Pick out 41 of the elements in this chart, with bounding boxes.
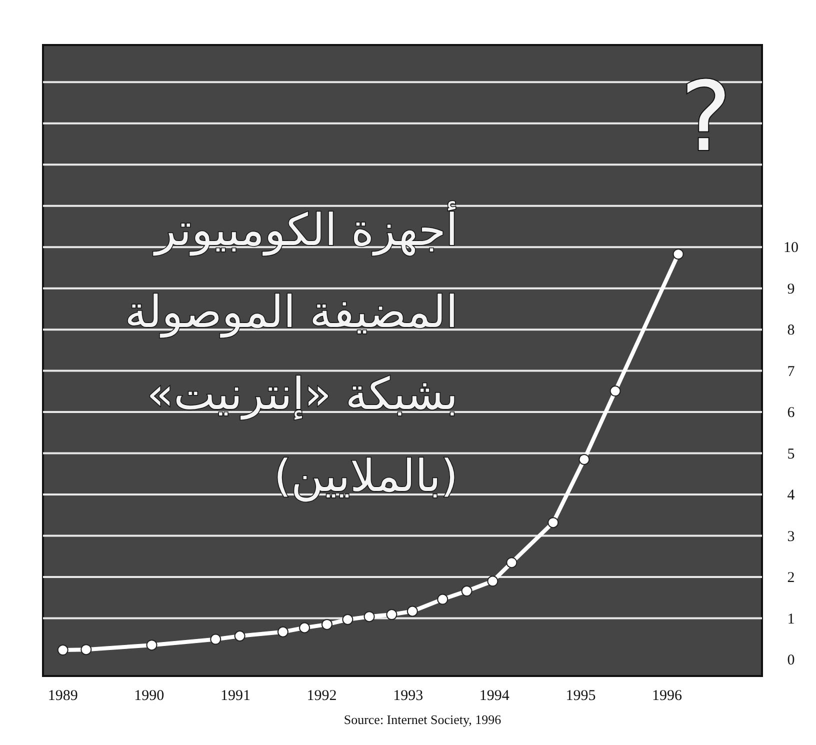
x-tick-label: 1995 bbox=[566, 688, 596, 704]
x-tick-label: 1994 bbox=[479, 688, 510, 704]
y-tick-label: 5 bbox=[787, 446, 795, 462]
point bbox=[80, 644, 92, 656]
point bbox=[210, 634, 222, 645]
y-tick-label: 10 bbox=[784, 240, 798, 256]
y-tick-label: 0 bbox=[787, 652, 795, 669]
point bbox=[386, 609, 398, 620]
point bbox=[578, 454, 590, 465]
y-tick-label: 9 bbox=[787, 281, 795, 298]
point bbox=[506, 557, 518, 568]
point bbox=[321, 618, 332, 630]
x-tick-label: 1991 bbox=[220, 688, 250, 704]
point bbox=[57, 644, 68, 656]
x-tick-label: 1989 bbox=[48, 688, 78, 704]
x-tick-label: 1990 bbox=[134, 688, 164, 704]
point bbox=[487, 576, 498, 587]
point bbox=[364, 611, 375, 622]
y-tick-label: 4 bbox=[787, 488, 796, 504]
y-tick-label: 6 bbox=[787, 405, 796, 422]
y-tick-label: 3 bbox=[787, 528, 795, 545]
point bbox=[299, 622, 310, 634]
point bbox=[277, 626, 288, 638]
point bbox=[234, 630, 246, 642]
x-tick-label: 1993 bbox=[393, 688, 424, 704]
point bbox=[406, 606, 418, 617]
y-tick-label: 2 bbox=[787, 570, 795, 586]
point bbox=[672, 248, 684, 260]
source-note: Source: Internet Society, 1996 bbox=[344, 712, 502, 727]
point bbox=[342, 614, 354, 625]
y-tick-label: 7 bbox=[787, 364, 796, 380]
text: أجهزة الكومبيوتر المضيفة الموصولة بشبكة «إنترنيت» (بالملايين) bbox=[124, 201, 458, 502]
point bbox=[548, 517, 559, 528]
y-tick-label: 8 bbox=[787, 322, 795, 339]
point bbox=[461, 586, 472, 597]
x-tick-label: 1992 bbox=[306, 688, 337, 704]
y-tick-label: 1 bbox=[787, 611, 795, 628]
point bbox=[610, 386, 621, 397]
point bbox=[437, 594, 448, 605]
x-tick-label: 1996 bbox=[652, 688, 683, 704]
point bbox=[146, 640, 158, 651]
